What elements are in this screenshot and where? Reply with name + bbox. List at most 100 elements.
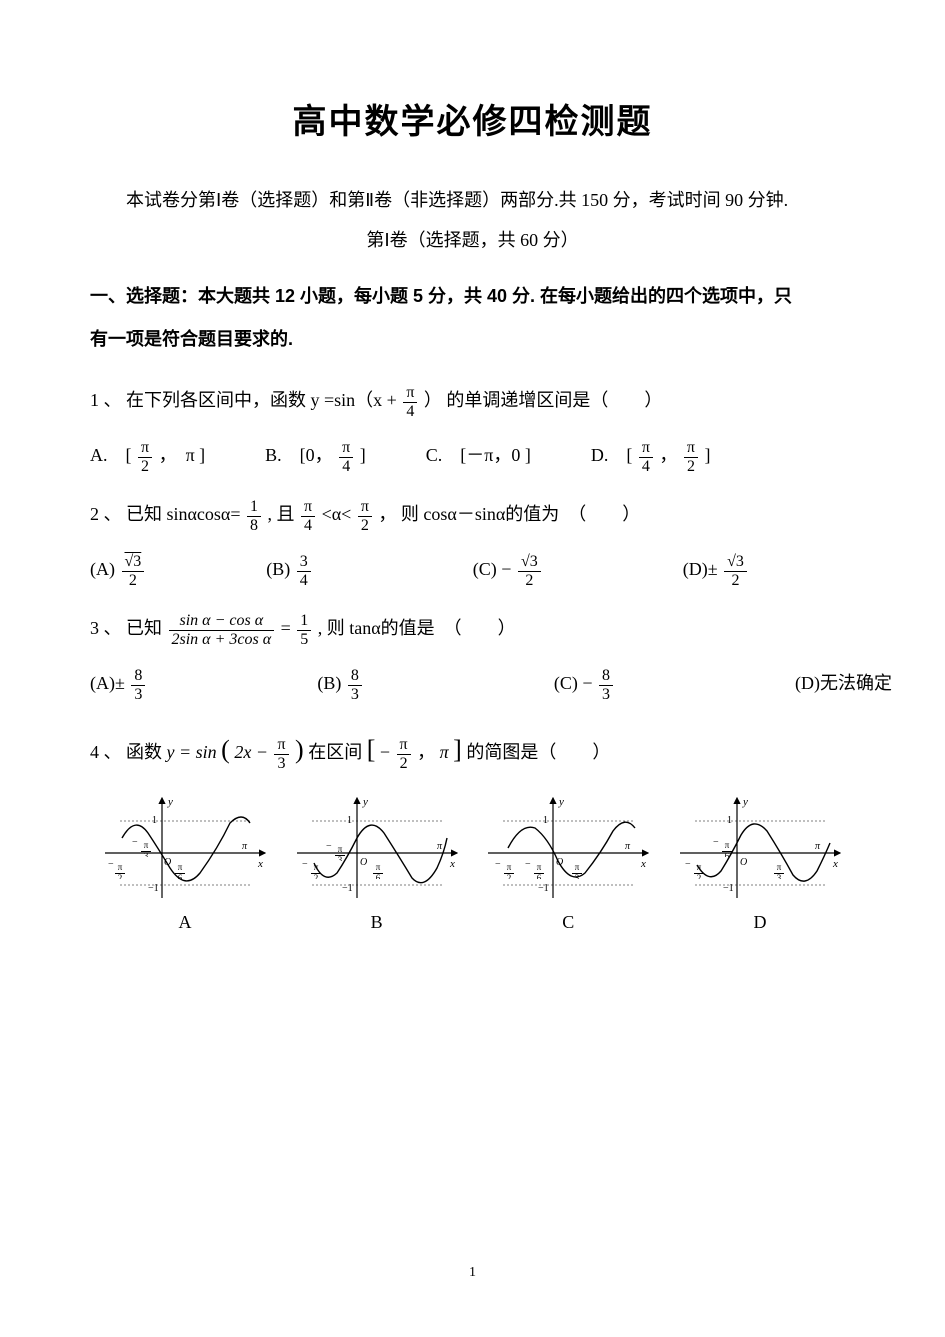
q2d-frac: √32: [724, 553, 747, 589]
q3-stem-c: , 则 tanα的值是 （ ）: [318, 618, 516, 638]
q1d-pre: D. [: [591, 445, 633, 465]
q1-opt-b: B. [0， π4 ]: [265, 438, 366, 475]
q2-opt-b: (B) 34: [266, 552, 313, 589]
q3b-pre: (B): [317, 673, 341, 693]
q2-frac2: π4: [301, 498, 315, 534]
q4-stem-c: 的简图是（ ）: [466, 742, 610, 762]
q2-stem-d: ， 则 cosα－sinα的值为 （ ）: [378, 504, 640, 524]
graph-d: y x 1 −1 O − π2 − π6 π3 π D: [675, 793, 845, 939]
q4-inner-frac: π3: [274, 736, 288, 772]
q1-stem-a: 在下列各区间中，函数 y =sin（x +: [126, 390, 397, 410]
q1-opt-c: C. [－π，0 ]: [426, 438, 531, 472]
q1b-frac: π4: [339, 439, 353, 475]
svg-text:π: π: [242, 841, 248, 852]
q4-yeq: y = sin: [167, 742, 217, 762]
svg-text:O: O: [360, 857, 367, 868]
q3-number: 3 、: [90, 618, 122, 638]
page-title: 高中数学必修四检测题: [90, 90, 855, 155]
q4-stem-b: 在区间: [308, 742, 362, 762]
section-header: 第Ⅰ卷（选择题，共 60 分）: [90, 223, 855, 257]
q1-stem-b: ） 的单调递增区间是（ ）: [424, 390, 663, 410]
graph-a-label: A: [100, 905, 270, 939]
q2-stem-b: , 且: [268, 504, 295, 524]
q4-lparen: (: [221, 735, 230, 764]
q1-number: 1 、: [90, 390, 122, 410]
q4-lbracket: [: [367, 735, 376, 764]
q2b-frac: 34: [297, 553, 311, 589]
svg-text:−1: −1: [723, 883, 734, 894]
q1-opt-d: D. [ π4 ， π2 ]: [591, 438, 711, 475]
svg-text:x: x: [449, 858, 455, 870]
graph-c-label: C: [483, 905, 653, 939]
svg-text:1: 1: [347, 815, 352, 826]
q4-graphs: y x 1 −1 O − π2 − π3 π6 π A: [90, 793, 855, 939]
q4-number: 4 、: [90, 742, 122, 762]
q3-frac2: 15: [297, 612, 311, 648]
q2c-pre: (C): [473, 559, 497, 579]
intro-text: 本试卷分第Ⅰ卷（选择题）和第Ⅱ卷（非选择题）两部分.共 150 分，考试时间 9…: [90, 183, 855, 217]
q2-stem-a: 已知 sinαcosα=: [126, 504, 241, 524]
q1d-frac1: π4: [639, 439, 653, 475]
graph-c-svg: y x 1 −1 O − π2 − π6 π3 π: [483, 793, 653, 903]
q1a-pre: A. [: [90, 445, 132, 465]
q3a-frac: 83: [131, 667, 145, 703]
q4-pi: π: [440, 742, 449, 762]
graph-c: y x 1 −1 O − π2 − π6 π3 π C: [483, 793, 653, 939]
q1-frac-d: 4: [403, 403, 417, 421]
question-3: 3 、 已知 sin α − cos α 2sin α + 3cos α = 1…: [90, 611, 855, 648]
svg-text:π: π: [437, 841, 443, 852]
graph-b-label: B: [292, 905, 462, 939]
svg-text:y: y: [167, 796, 173, 808]
q3c-frac: 83: [599, 667, 613, 703]
q3-opt-c: (C) − 83: [554, 666, 615, 703]
q3a-pre: (A)±: [90, 673, 125, 693]
q2a-pre: (A): [90, 559, 115, 579]
exam-page: 高中数学必修四检测题 本试卷分第Ⅰ卷（选择题）和第Ⅱ卷（非选择题）两部分.共 1…: [0, 0, 945, 1337]
question-1: 1 、 在下列各区间中，函数 y =sin（x + π 4 ） 的单调递增区间是…: [90, 383, 855, 420]
q3-bigfrac: sin α − cos α 2sin α + 3cos α: [169, 612, 275, 648]
q2-opt-d: (D)± √32: [683, 552, 749, 589]
q3-stem-b: =: [281, 618, 291, 638]
q1-opt-a: A. [ π2 ， π ]: [90, 438, 205, 475]
question-2: 2 、 已知 sinαcosα= 18 , 且 π4 <α< π2 ， 则 co…: [90, 497, 855, 534]
q3-bigfrac-d: 2sin α + 3cos α: [169, 631, 275, 649]
svg-text:x: x: [832, 858, 838, 870]
q4-neg: −: [380, 742, 390, 762]
q1d-frac2: π2: [684, 439, 698, 475]
q2-frac1: 18: [247, 498, 261, 534]
q2a-frac: √32: [122, 553, 145, 589]
svg-text:1: 1: [152, 815, 157, 826]
q4-stem-a: 函数: [126, 742, 167, 762]
q2-options: (A) √32 (B) 34 (C) − √32 (D)± √32: [90, 552, 855, 589]
svg-text:x: x: [640, 858, 646, 870]
q3c-neg: −: [582, 673, 592, 693]
q1a-post: ， π ]: [159, 445, 206, 465]
graph-d-svg: y x 1 −1 O − π2 − π6 π3 π: [675, 793, 845, 903]
graph-b: y x 1 −1 O − π2 − π3 π6 π B: [292, 793, 462, 939]
graph-a: y x 1 −1 O − π2 − π3 π6 π A: [100, 793, 270, 939]
q1d-mid: ，: [659, 445, 677, 465]
svg-text:−1: −1: [342, 883, 353, 894]
q3b-frac: 83: [348, 667, 362, 703]
svg-text:y: y: [558, 796, 564, 808]
svg-text:π: π: [815, 841, 821, 852]
q2c-neg: −: [501, 559, 511, 579]
q4-rbracket: ]: [453, 735, 462, 764]
q4-range-frac: π2: [397, 736, 411, 772]
q3-stem-a: 已知: [126, 618, 167, 638]
q2b-pre: (B): [266, 559, 290, 579]
graph-a-svg: y x 1 −1 O − π2 − π3 π6 π: [100, 793, 270, 903]
svg-text:y: y: [742, 796, 748, 808]
graph-d-label: D: [675, 905, 845, 939]
q2-opt-c: (C) − √32: [473, 552, 543, 589]
q2-number: 2 、: [90, 504, 122, 524]
q2-stem-c: <α<: [322, 504, 352, 524]
q3c-pre: (C): [554, 673, 578, 693]
q2d-pre: (D)±: [683, 559, 718, 579]
svg-text:−1: −1: [538, 883, 549, 894]
q4-inner-a: 2x −: [234, 742, 268, 762]
svg-text:1: 1: [543, 815, 548, 826]
q3-options: (A)± 83 (B) 83 (C) − 83 (D)无法确定: [90, 666, 855, 703]
q2c-frac: √32: [518, 553, 541, 589]
q4-rparen: ): [295, 735, 304, 764]
